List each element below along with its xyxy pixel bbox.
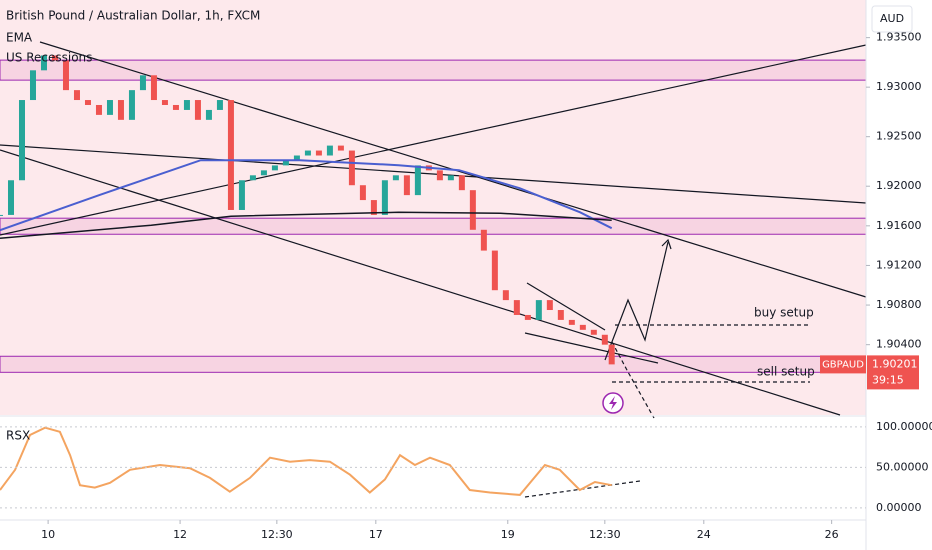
event-icon-bolt: [609, 396, 617, 410]
symbol-label-box: [820, 355, 866, 374]
x-tick-label: 12:30: [261, 528, 293, 541]
zone: [0, 217, 867, 235]
candle: [271, 165, 278, 171]
candle: [348, 150, 355, 186]
candle: [51, 55, 58, 61]
candle: [491, 250, 498, 291]
zone: [0, 355, 867, 373]
candle: [161, 100, 168, 105]
y-tick-label: 1.91600: [876, 219, 922, 232]
candle: [304, 150, 311, 156]
candle: [469, 190, 476, 230]
ema-line: [0, 211, 612, 239]
candle: [436, 170, 443, 181]
candle: [40, 55, 47, 71]
candle: [73, 90, 80, 101]
ema-line: [0, 159, 613, 232]
candle: [524, 314, 531, 320]
rsx-tick-label: 100.00000: [876, 420, 932, 433]
candle: [0, 214, 3, 216]
indicator-label: US Recessions: [6, 51, 92, 65]
candle: [458, 175, 465, 191]
candle: [150, 75, 157, 101]
candle: [18, 100, 25, 181]
x-tick-label: 24: [697, 528, 711, 541]
candle: [183, 100, 190, 110]
candle: [117, 100, 124, 120]
y-tick-label: 1.90800: [876, 298, 922, 311]
candle: [337, 145, 344, 151]
rsx-tick-label: 50.00000: [876, 460, 929, 473]
candle: [106, 100, 113, 115]
candle: [568, 319, 575, 325]
candle: [326, 145, 333, 156]
candle: [282, 160, 289, 166]
candle: [139, 75, 146, 91]
annotation: sell setup: [757, 365, 815, 379]
x-tick-label: 10: [41, 528, 55, 541]
candle: [370, 200, 377, 215]
candle: [392, 175, 399, 181]
candle: [249, 175, 256, 181]
x-tick-label: 12: [173, 528, 187, 541]
candle: [62, 60, 69, 91]
candle: [84, 100, 91, 105]
y-tick-label: 1.91200: [876, 258, 922, 271]
candle: [95, 104, 102, 115]
price-axis: [866, 0, 932, 550]
chart-title: British Pound / Australian Dollar, 1h, F…: [6, 9, 260, 23]
candle: [513, 300, 520, 315]
candle: [447, 175, 454, 181]
candle: [414, 165, 421, 196]
time-axis: [0, 520, 866, 550]
candle: [608, 344, 615, 365]
candle: [29, 70, 36, 101]
y-tick-label: 1.92000: [876, 179, 922, 192]
currency: AUD: [880, 12, 904, 25]
rsx-tick-label: 0.00000: [876, 501, 922, 514]
candle: [557, 310, 564, 320]
rsx-line: [0, 426, 612, 496]
x-tick-label: 17: [369, 528, 383, 541]
countdown: 39:15: [872, 373, 904, 386]
candle: [601, 334, 608, 345]
candle: [381, 180, 388, 215]
candle: [535, 300, 542, 320]
symbol-label: GBPAUD: [822, 359, 864, 370]
candle: [480, 229, 487, 251]
candle: [216, 100, 223, 110]
candle: [590, 329, 597, 335]
candle: [546, 300, 553, 311]
candle: [359, 185, 366, 201]
y-tick-label: 1.93000: [876, 80, 922, 93]
y-tick-label: 1.93500: [876, 31, 922, 44]
candle: [194, 100, 201, 120]
candle: [315, 150, 322, 156]
currency-button[interactable]: [871, 5, 913, 33]
candle: [172, 104, 179, 110]
x-tick-label: 19: [501, 528, 515, 541]
annotation: buy setup: [754, 306, 814, 320]
candle: [403, 175, 410, 196]
candle: [502, 290, 509, 301]
candle: [128, 90, 135, 120]
candle: [293, 155, 300, 161]
indicator-label: EMA: [6, 31, 33, 45]
x-tick-label: 12:30: [589, 528, 621, 541]
y-tick-label: 1.90400: [876, 338, 922, 351]
rsx-title: RSX: [6, 429, 30, 443]
candle: [7, 180, 14, 215]
candle: [238, 180, 245, 210]
candle: [205, 109, 212, 120]
candle: [579, 324, 586, 330]
candle: [260, 170, 267, 176]
last-price: 1.90201: [872, 357, 918, 370]
x-tick-label: 26: [825, 528, 839, 541]
price-label-box: [867, 355, 919, 390]
y-tick-label: 1.92500: [876, 130, 922, 143]
candle: [227, 100, 234, 210]
